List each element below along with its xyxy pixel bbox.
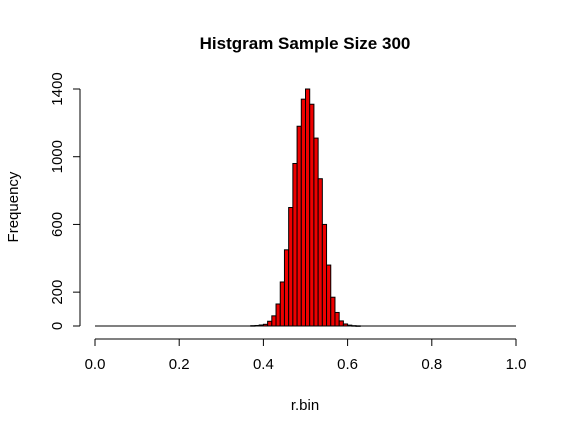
histogram-bar [262, 323, 269, 327]
x-tick-label: 0.4 [253, 356, 274, 373]
x-axis-label: r.bin [291, 397, 319, 414]
histogram-bars [95, 88, 516, 327]
histogram-bar [305, 88, 311, 327]
histogram-bar [288, 207, 294, 327]
histogram-bar [279, 281, 285, 327]
histogram-bar [355, 325, 361, 327]
histogram-bar [334, 311, 340, 327]
histogram-bar [347, 324, 353, 327]
histogram-bar [283, 249, 290, 327]
y-axis-label: Frequency [5, 171, 22, 242]
histogram-bar [275, 303, 281, 327]
histogram-bar [300, 98, 307, 327]
y-tick-label: 1000 [49, 140, 66, 173]
x-tick-label: 0.6 [337, 356, 358, 373]
y-tick-label: 600 [49, 212, 66, 237]
histogram-bar [267, 320, 273, 327]
histogram-bar [271, 315, 277, 327]
histogram-bar [326, 264, 332, 327]
x-tick-label: 0.2 [169, 356, 190, 373]
histogram-bar [321, 223, 328, 327]
histogram-bar [338, 320, 344, 327]
histogram-bar [254, 324, 260, 327]
histogram-bar [292, 162, 298, 327]
x-tick-label: 1.0 [506, 356, 527, 373]
histogram-bar [351, 325, 357, 327]
histogram-bar [309, 103, 315, 327]
histogram-bar [342, 323, 349, 327]
chart-title: Histgram Sample Size 300 [200, 34, 411, 53]
y-tick-label: 200 [49, 280, 66, 305]
x-tick-label: 0.8 [421, 356, 442, 373]
histogram-bar [250, 325, 256, 327]
histogram-bar [296, 125, 302, 327]
y-tick-label: 1400 [49, 72, 66, 105]
histogram-bar [330, 296, 336, 327]
y-tick-label: 0 [49, 322, 66, 330]
x-axis: 0.0 0.2 0.4 0.6 0.8 1.0 [85, 338, 527, 373]
histogram-bar [317, 178, 323, 327]
y-axis: 0 200 600 1000 1400 [49, 72, 81, 330]
histogram-bar [313, 137, 319, 327]
x-tick-label: 0.0 [85, 356, 106, 373]
histogram-bar [258, 324, 264, 327]
